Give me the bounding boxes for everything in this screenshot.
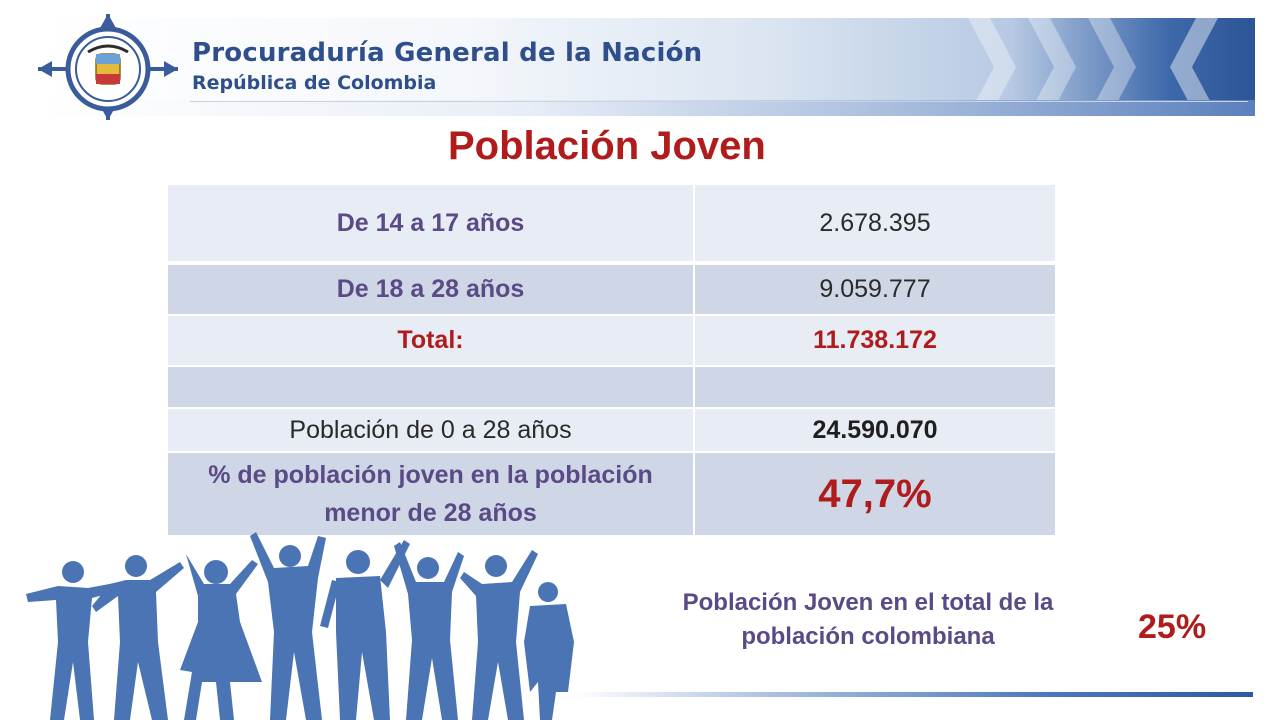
row-value: 2.678.395	[695, 185, 1055, 265]
header-divider	[190, 101, 1248, 102]
table-row: Total: 11.738.172	[168, 316, 1055, 367]
chevron-decoration-icon	[1088, 18, 1136, 116]
org-subtitle: República de Colombia	[192, 72, 437, 94]
org-name: Procuraduría General de la Nación	[192, 38, 703, 68]
total-value: 11.738.172	[695, 316, 1055, 367]
row-label: De 14 a 17 años	[168, 185, 695, 265]
percentage-label: % de población joven en la población men…	[208, 461, 653, 527]
row-value: 24.590.070	[695, 409, 1055, 453]
footer-note: Población Joven en el total de la poblac…	[682, 589, 1054, 650]
dancing-people-silhouettes	[26, 532, 574, 720]
table-row-empty	[168, 367, 1055, 409]
percentage-value: 47,7%	[695, 453, 1055, 535]
header-banner	[38, 18, 1255, 116]
table-row: De 14 a 17 años 2.678.395	[168, 185, 1055, 265]
row-label	[168, 367, 695, 409]
total-label: Total:	[168, 316, 695, 367]
chevron-decoration-icon	[968, 18, 1016, 116]
page-title: Población Joven	[448, 124, 766, 168]
row-label: De 18 a 28 años	[168, 265, 695, 316]
row-label: Población de 0 a 28 años	[168, 409, 695, 453]
footer-percentage: 25%	[1138, 608, 1207, 646]
percentage-label-cell: % de población joven en la población men…	[168, 453, 695, 535]
population-table: De 14 a 17 años 2.678.395 De 18 a 28 año…	[168, 185, 1055, 535]
table-row: % de población joven en la población men…	[168, 453, 1055, 535]
table-row: De 18 a 28 años 9.059.777	[168, 265, 1055, 316]
coat-of-arms-seal-icon	[38, 14, 178, 120]
chevron-decoration-icon	[1170, 18, 1218, 116]
banner-stripe	[38, 100, 1255, 116]
bottom-accent-line	[572, 692, 1253, 697]
row-value: 9.059.777	[695, 265, 1055, 316]
chevron-decoration-icon	[1028, 18, 1076, 116]
table-row: Población de 0 a 28 años 24.590.070	[168, 409, 1055, 453]
row-value	[695, 367, 1055, 409]
